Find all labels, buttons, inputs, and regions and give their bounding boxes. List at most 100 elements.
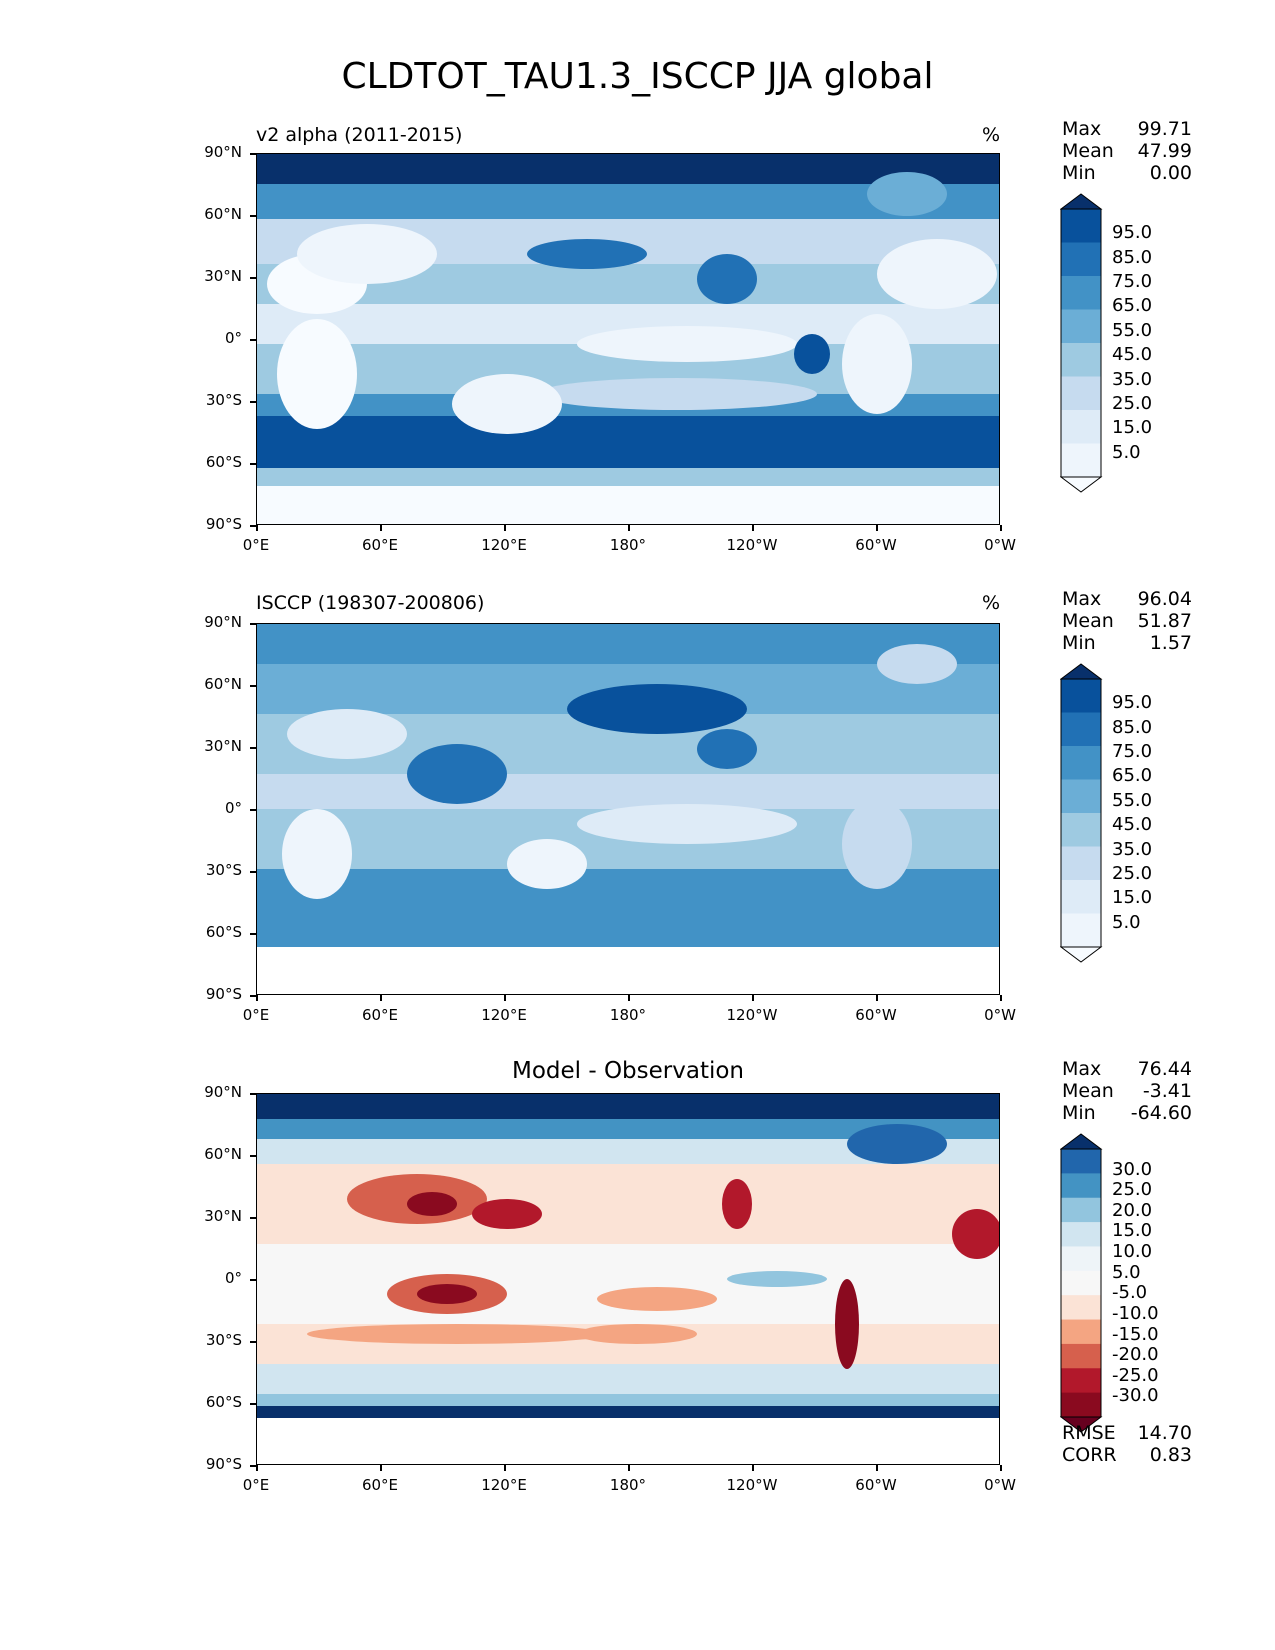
lon-tick xyxy=(1000,1465,1002,1471)
panel-diff-metrics: RMSE 14.70 CORR 0.83 xyxy=(1062,1422,1192,1466)
lat-tick xyxy=(250,623,256,625)
stat-max-label: Max xyxy=(1062,118,1102,140)
lat-tick xyxy=(250,463,256,465)
lon-tick xyxy=(876,995,878,1001)
colorbar-tick-label: 30.0 xyxy=(1112,1158,1153,1180)
lon-label: 60°W xyxy=(855,1476,897,1494)
lat-tick xyxy=(250,1279,256,1281)
colorbar-tick-label: 55.0 xyxy=(1112,319,1153,341)
corr-value: 0.83 xyxy=(1149,1444,1192,1466)
colorbar-tick-label: 25.0 xyxy=(1112,392,1153,414)
lon-label: 0°E xyxy=(242,536,270,554)
lon-tick xyxy=(504,995,506,1001)
lat-label: 30°N xyxy=(204,737,242,755)
lat-tick xyxy=(250,339,256,341)
lat-tick xyxy=(250,933,256,935)
colorbar-tick-label: 45.0 xyxy=(1112,814,1153,836)
colorbar-tick-label: 75.0 xyxy=(1112,271,1153,293)
lon-tick xyxy=(504,525,506,531)
stat-max: 96.04 xyxy=(1137,588,1192,610)
lat-label: 30°N xyxy=(204,267,242,285)
rmse-label: RMSE xyxy=(1062,1422,1116,1444)
stat-min-label: Min xyxy=(1062,632,1096,654)
colorbar-segment xyxy=(1061,679,1101,713)
colorbar-segment xyxy=(1061,1270,1101,1296)
lat-label: 90°S xyxy=(205,515,242,533)
colorbar-segment xyxy=(1061,746,1101,780)
colorbar-segment xyxy=(1061,779,1101,814)
colorbar-outline xyxy=(1060,1148,1102,1418)
colorbar-segment xyxy=(1061,712,1101,747)
lon-tick xyxy=(752,525,754,531)
colorbar-extend-top xyxy=(1060,193,1103,210)
colorbar-segment xyxy=(1061,1149,1101,1174)
colorbar-tick-label: 95.0 xyxy=(1112,222,1153,244)
colorbar-tick-label: -5.0 xyxy=(1112,1282,1148,1304)
colorbar-outline xyxy=(1060,678,1102,948)
colorbar-segment xyxy=(1061,376,1101,411)
colorbar-tick-label: 25.0 xyxy=(1112,862,1153,884)
lon-tick xyxy=(876,1465,878,1471)
colorbar-segment xyxy=(1061,1197,1101,1223)
colorbar-segment xyxy=(1061,1392,1101,1418)
lon-label: 0°W xyxy=(984,1476,1016,1494)
lat-label: 0° xyxy=(224,799,242,817)
panel-diff-field xyxy=(257,1094,999,1464)
figure-title: CLDTOT_TAU1.3_ISCCP JJA global xyxy=(341,56,934,97)
panel-diff-colorbar xyxy=(1060,1133,1103,1433)
rmse-value: 14.70 xyxy=(1137,1422,1192,1444)
lon-label: 120°E xyxy=(481,536,527,554)
panel-ref-field xyxy=(257,624,999,994)
colorbar-tick-label: -10.0 xyxy=(1112,1302,1159,1324)
panel-diff-title: Model - Observation xyxy=(511,1058,745,1084)
lat-label: 90°S xyxy=(205,985,242,1003)
lon-label: 120°W xyxy=(726,536,778,554)
colorbar-tick-label: 20.0 xyxy=(1112,1199,1153,1221)
stat-min: 1.57 xyxy=(1149,632,1192,654)
colorbar-tick-label: 10.0 xyxy=(1112,1241,1153,1263)
lat-label: 90°S xyxy=(205,1455,242,1473)
lon-tick xyxy=(752,1465,754,1471)
lon-tick xyxy=(628,1465,630,1471)
panel-test-field xyxy=(257,154,999,524)
colorbar-segment xyxy=(1061,1295,1101,1321)
stat-mean-label: Mean xyxy=(1062,610,1114,632)
colorbar-tick-label: 15.0 xyxy=(1112,887,1153,909)
colorbar-tick-label: 75.0 xyxy=(1112,741,1153,763)
colorbar-tick-label: 85.0 xyxy=(1112,716,1153,738)
panel-test-colorbar xyxy=(1060,193,1103,493)
lat-label: 30°S xyxy=(205,391,242,409)
panel-test-units: % xyxy=(981,124,1000,146)
lon-tick xyxy=(380,525,382,531)
lon-tick xyxy=(752,995,754,1001)
lat-tick xyxy=(250,401,256,403)
corr-label: CORR xyxy=(1062,1444,1117,1466)
lat-label: 60°S xyxy=(205,923,242,941)
lat-tick xyxy=(250,1403,256,1405)
colorbar-segment xyxy=(1061,846,1101,881)
lon-label: 60°E xyxy=(361,1006,399,1024)
lat-label: 60°S xyxy=(205,453,242,471)
colorbar-segment xyxy=(1061,276,1101,310)
lat-label: 60°N xyxy=(204,205,242,223)
colorbar-segment xyxy=(1061,880,1101,914)
lat-tick xyxy=(250,1093,256,1095)
colorbar-tick-label: 85.0 xyxy=(1112,246,1153,268)
colorbar-segment xyxy=(1061,813,1101,847)
colorbar-segment xyxy=(1061,1343,1101,1369)
colorbar-tick-label: 15.0 xyxy=(1112,417,1153,439)
colorbar-extend-top xyxy=(1060,1133,1103,1150)
lat-tick xyxy=(250,809,256,811)
lat-label: 90°N xyxy=(204,143,242,161)
lat-tick xyxy=(250,277,256,279)
colorbar-tick-label: 65.0 xyxy=(1112,765,1153,787)
colorbar-tick-label: 95.0 xyxy=(1112,692,1153,714)
lon-label: 60°E xyxy=(361,1476,399,1494)
lon-tick xyxy=(380,995,382,1001)
lat-label: 60°S xyxy=(205,1393,242,1411)
lat-label: 0° xyxy=(224,329,242,347)
panel-diff: Model - Observation 9 xyxy=(0,940,1275,1494)
lat-label: 30°S xyxy=(205,861,242,879)
colorbar-tick-label: -15.0 xyxy=(1112,1323,1159,1345)
panel-ref-map xyxy=(256,623,1000,995)
